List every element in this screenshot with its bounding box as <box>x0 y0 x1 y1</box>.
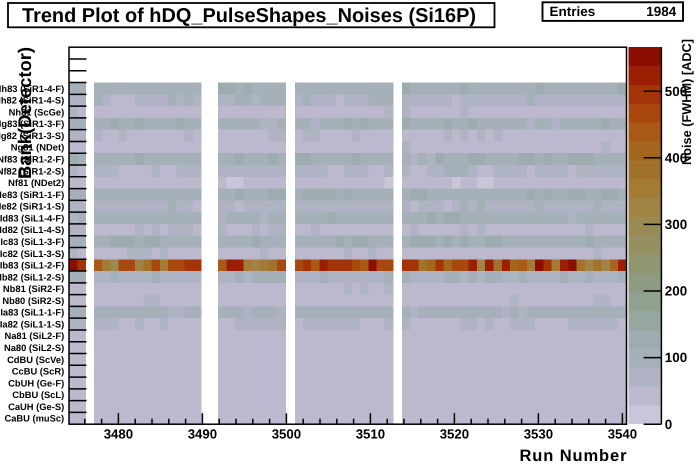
svg-text:Ih82 (SiR1-4-S): Ih82 (SiR1-4-S) <box>0 96 64 106</box>
svg-text:CcBU (ScR): CcBU (ScR) <box>12 367 64 377</box>
svg-text:500: 500 <box>665 84 687 99</box>
svg-text:Nb80 (SiR2-S): Nb80 (SiR2-S) <box>2 296 64 306</box>
svg-text:200: 200 <box>665 284 687 299</box>
svg-text:Ig82 (SiR1-3-S): Ig82 (SiR1-3-S) <box>0 131 64 141</box>
svg-text:Ng81 (NDet): Ng81 (NDet) <box>11 143 64 153</box>
svg-text:Ic82 (SiL1-3-S): Ic82 (SiL1-3-S) <box>0 249 64 259</box>
svg-text:Noise (FWHM) [ADC]: Noise (FWHM) [ADC] <box>679 39 694 165</box>
svg-text:400: 400 <box>665 150 687 165</box>
svg-text:Na81 (SiL2-F): Na81 (SiL2-F) <box>4 331 64 341</box>
svg-text:3480: 3480 <box>104 426 133 441</box>
svg-text:3520: 3520 <box>440 426 469 441</box>
svg-text:Ib83 (SiL1-2-F): Ib83 (SiL1-2-F) <box>0 261 64 271</box>
svg-text:Nh81 (ScGe): Nh81 (ScGe) <box>9 107 65 117</box>
svg-text:Ie83 (SiR1-1-F): Ie83 (SiR1-1-F) <box>0 190 64 200</box>
svg-text:Ib82 (SiL1-2-S): Ib82 (SiL1-2-S) <box>0 272 64 282</box>
svg-text:Ia82 (SiL1-1-S): Ia82 (SiL1-1-S) <box>0 319 64 329</box>
svg-text:Ia83 (SiL1-1-F): Ia83 (SiL1-1-F) <box>0 308 64 318</box>
svg-text:Na80 (SiL2-S): Na80 (SiL2-S) <box>4 343 64 353</box>
svg-text:CbBU (ScL): CbBU (ScL) <box>12 390 64 400</box>
svg-text:Entries: Entries <box>550 4 596 19</box>
svg-text:CbUH (Ge-F): CbUH (Ge-F) <box>8 378 64 388</box>
svg-text:Nf82 (SiR1-2-S): Nf82 (SiR1-2-S) <box>0 166 64 176</box>
svg-text:Ig83 (SiR1-3-F): Ig83 (SiR1-3-F) <box>0 119 64 129</box>
svg-text:Nb81 (SiR2-F): Nb81 (SiR2-F) <box>3 284 64 294</box>
svg-text:300: 300 <box>665 217 687 232</box>
svg-text:Ie82 (SiR1-1-S): Ie82 (SiR1-1-S) <box>0 202 64 212</box>
svg-text:0: 0 <box>665 417 672 432</box>
svg-text:100: 100 <box>665 350 687 365</box>
svg-text:Trend Plot of hDQ_PulseShapes_: Trend Plot of hDQ_PulseShapes_Noises (Si… <box>22 5 476 27</box>
svg-text:CaBU (muSc): CaBU (muSc) <box>4 414 64 424</box>
svg-text:3540: 3540 <box>608 426 637 441</box>
svg-text:3500: 3500 <box>272 426 301 441</box>
svg-text:Id82 (SiL1-4-S): Id82 (SiL1-4-S) <box>0 225 64 235</box>
svg-text:1984: 1984 <box>646 4 677 19</box>
svg-text:Ih83 (SiR1-4-F): Ih83 (SiR1-4-F) <box>0 84 64 94</box>
svg-text:3530: 3530 <box>524 426 553 441</box>
svg-text:Bank(Detector): Bank(Detector) <box>14 47 35 179</box>
svg-text:Ic83 (SiL1-3-F): Ic83 (SiL1-3-F) <box>0 237 64 247</box>
svg-text:3490: 3490 <box>188 426 217 441</box>
svg-text:Run Number: Run Number <box>520 447 628 465</box>
svg-text:CdBU (ScVe): CdBU (ScVe) <box>7 355 64 365</box>
svg-text:3510: 3510 <box>356 426 385 441</box>
svg-text:Nf83 (SiR1-2-F): Nf83 (SiR1-2-F) <box>0 155 64 165</box>
svg-text:Nf81 (NDet2): Nf81 (NDet2) <box>8 178 64 188</box>
svg-text:CaUH (Ge-S): CaUH (Ge-S) <box>8 402 64 412</box>
svg-text:Id83 (SiL1-4-F): Id83 (SiL1-4-F) <box>0 213 64 223</box>
